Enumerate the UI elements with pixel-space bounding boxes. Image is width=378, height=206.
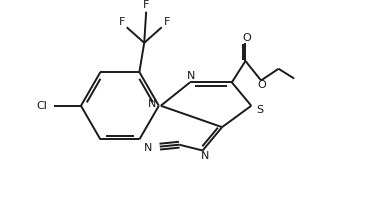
Text: F: F: [119, 17, 125, 27]
Text: N: N: [147, 99, 156, 109]
Text: O: O: [258, 80, 266, 90]
Text: O: O: [242, 33, 251, 43]
Text: F: F: [143, 0, 149, 10]
Text: N: N: [144, 143, 152, 153]
Text: F: F: [163, 17, 170, 27]
Text: Cl: Cl: [36, 101, 47, 111]
Text: N: N: [187, 71, 195, 81]
Text: S: S: [256, 105, 263, 115]
Text: N: N: [200, 151, 209, 161]
